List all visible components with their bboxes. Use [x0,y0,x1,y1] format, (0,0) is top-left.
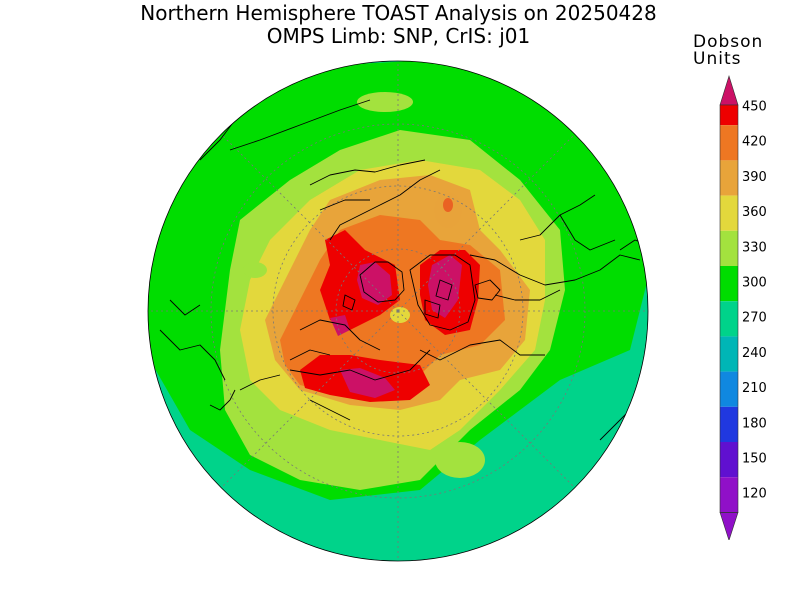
colorbar-tick-label: 270 [742,311,767,326]
colorbar-segment [720,105,738,126]
map-border [147,60,649,562]
colorbar-tick-label: 120 [742,487,767,502]
colorbar-tick-label: 390 [742,170,767,185]
colorbar-tick-label: 240 [742,346,767,361]
colorbar-segment [720,230,738,266]
colorbar-segment [720,125,738,161]
colorbar: 450 420 390 360 330 300 270 240 210 180 150 120 [719,74,767,540]
colorbar-segment [720,442,738,478]
colorbar-segment [720,371,738,407]
colorbar-title-line-1: Dobson [693,32,764,52]
colorbar-segment [720,406,738,442]
coastlines [159,99,648,441]
colorbar-segment [720,477,738,513]
colorbar-segment [720,195,738,231]
colorbar-tick-label: 420 [742,135,767,150]
colorbar-tick-label: 150 [742,452,767,467]
colorbar-title-line-2: Units [693,49,742,69]
colorbar-segment [720,160,738,196]
map-title: Northern Hemisphere TOAST Analysis on 20… [0,2,800,48]
colorbar-tick-label: 180 [742,416,767,431]
colorbar-segment [720,336,738,372]
colorbar-segment [720,301,738,337]
colorbar-tick-label: 330 [742,240,767,255]
colorbar-outline [719,104,739,513]
colorbar-bottom-arrow [719,512,739,540]
colorbar-segment [720,266,738,302]
title-line-1: Northern Hemisphere TOAST Analysis on 20… [140,1,657,25]
colorbar-tick-label: 210 [742,381,767,396]
colorbar-tick-label: 450 [742,100,767,115]
colorbar-tick-label: 300 [742,276,767,291]
colorbar-tick-label: 360 [742,205,767,220]
colorbar-title: Dobson Units [693,34,763,68]
ozone-band-450 [357,262,392,305]
title-line-2: OMPS Limb: SNP, CrIS: j01 [266,24,531,48]
colorbar-top-arrow [719,74,739,106]
